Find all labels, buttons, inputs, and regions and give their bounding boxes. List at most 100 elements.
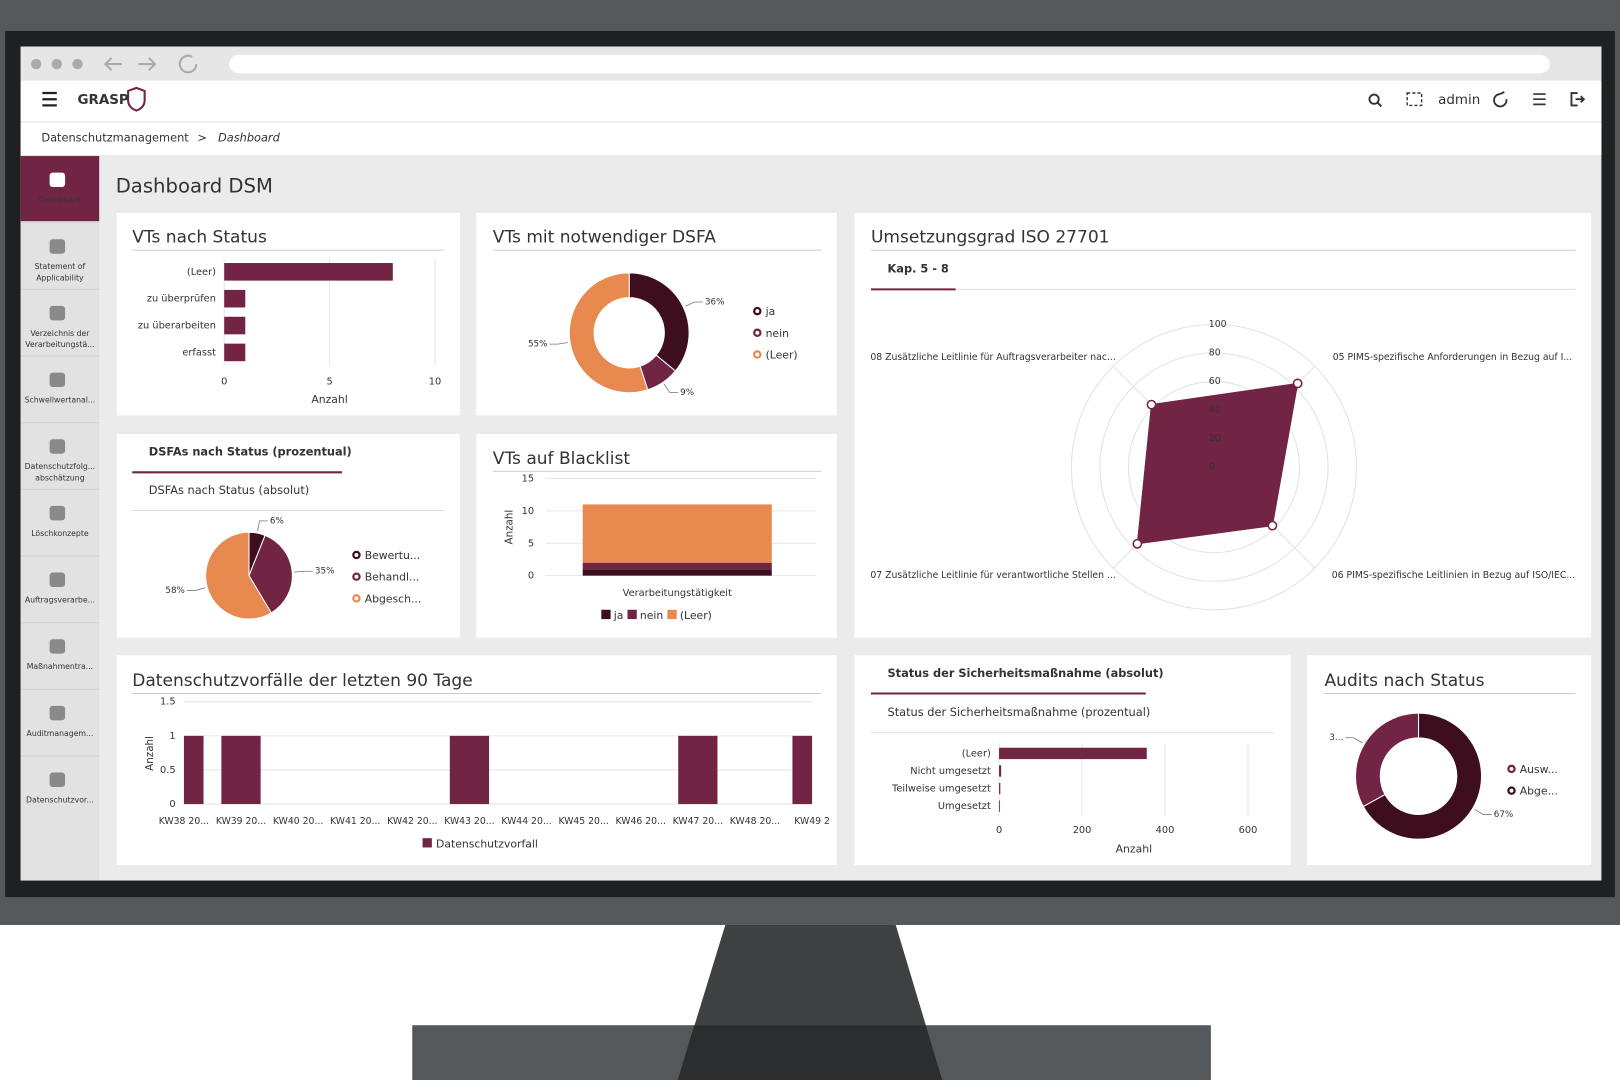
data-label: 36% (705, 297, 724, 307)
legend-swatch (667, 609, 677, 620)
page-title: Dashboard DSM (116, 175, 273, 198)
x-tick-label: 600 (1239, 825, 1258, 836)
label-leader (685, 301, 703, 307)
legend-label[interactable]: nein (766, 327, 789, 340)
sidebar-label: Datenschutzvor... (26, 795, 94, 804)
y-axis-label: Anzahl (144, 736, 156, 771)
x-tick-label: KW38 20... (159, 816, 209, 827)
y-tick-label: 0 (528, 571, 534, 582)
sidebar-icon[interactable] (49, 305, 66, 321)
bar (224, 316, 246, 335)
label-leader (1345, 737, 1363, 744)
y-tick-label: 15 (522, 474, 534, 485)
tab-active[interactable]: DSFAs nach Status (prozentual) (149, 445, 352, 459)
x-tick-label: KW45 20... (558, 816, 608, 827)
x-tick-label: KW47 20... (673, 816, 723, 827)
bar-segment (582, 569, 772, 576)
bar (999, 765, 1002, 777)
sidebar-icon[interactable] (49, 705, 66, 721)
tab[interactable]: Status der Sicherheitsmaßnahme (prozentu… (887, 705, 1150, 719)
sidebar-label: Verarbeitungstä... (25, 340, 94, 349)
radial-tick-label: 100 (1209, 319, 1227, 330)
logout-icon[interactable] (1570, 92, 1586, 107)
card-title: Datenschutzvorfälle der letzten 90 Tage (132, 671, 472, 691)
card-title: Umsetzungsgrad ISO 27701 (871, 228, 1110, 248)
x-axis-label: Anzahl (1116, 843, 1152, 856)
breadcrumb-separator: > (197, 130, 207, 144)
data-label: 3... (1329, 733, 1343, 743)
legend-label[interactable]: Abge... (1520, 785, 1558, 798)
sidebar-icon[interactable] (49, 439, 66, 454)
legend-swatch (627, 609, 637, 620)
address-bar[interactable] (229, 54, 1550, 74)
sidebar-label: Verzeichnis der (30, 329, 90, 338)
legend-swatch (753, 306, 762, 316)
y-tick-label: 10 (522, 506, 534, 517)
axis-label: 07 Zusätzliche Leitlinie für verantwortl… (870, 570, 1115, 581)
legend-label[interactable]: Behandl... (365, 571, 420, 584)
sidebar-icon[interactable] (49, 772, 66, 788)
scan-icon[interactable] (1406, 92, 1423, 107)
breadcrumb-item: Dashboard (218, 130, 281, 144)
y-tick-label: Teilweise umgesetzt (891, 784, 991, 795)
y-tick-label: 5 (528, 538, 534, 549)
sidebar-icon[interactable] (49, 505, 66, 521)
legend-label[interactable]: (Leer) (766, 349, 798, 362)
label-leader (186, 587, 206, 591)
x-tick-label: KW46 20... (616, 816, 666, 827)
x-axis-label: Anzahl (311, 393, 347, 406)
legend-label[interactable]: Abgesch... (365, 592, 422, 605)
bar (183, 735, 204, 805)
legend-label[interactable]: Ausw... (1520, 763, 1558, 776)
tab-active[interactable]: Status der Sicherheitsmaßnahme (absolut) (887, 666, 1163, 680)
x-tick-label: 0 (221, 376, 227, 387)
legend-swatch (753, 350, 762, 359)
sidebar-icon[interactable] (49, 572, 66, 588)
data-label: 35% (315, 567, 334, 577)
grid-ring (1127, 381, 1301, 554)
bar (224, 289, 246, 308)
bar (999, 800, 1000, 812)
legend-label[interactable]: ja (765, 305, 776, 318)
search-icon-handle (1376, 101, 1382, 108)
refresh-icon[interactable] (1493, 91, 1508, 108)
list-icon[interactable] (1533, 93, 1546, 106)
legend-label[interactable]: (Leer) (680, 609, 712, 622)
x-tick-label: Verarbeitungstätigkeit (623, 588, 732, 599)
breadcrumb-item: Datenschutzmanagement (41, 130, 189, 144)
y-tick-label: 1 (169, 731, 175, 742)
tab[interactable]: DSFAs nach Status (absolut) (149, 483, 309, 497)
x-tick-label: KW48 20... (730, 816, 780, 827)
radar-point (1132, 538, 1143, 549)
sidebar-icon[interactable] (49, 639, 66, 654)
logo-shield (127, 86, 146, 112)
bar (221, 735, 261, 805)
search-icon[interactable] (1368, 93, 1380, 105)
sidebar-label: Applicability (36, 274, 84, 283)
axis-label: 08 Zusätzliche Leitlinie für Auftragsver… (870, 352, 1115, 363)
card-title: VTs nach Status (132, 228, 267, 248)
header (20, 80, 1602, 156)
nav-arrows[interactable] (103, 57, 157, 72)
bar-segment (582, 562, 772, 570)
sidebar-label: Auditmanagem... (27, 729, 94, 738)
sidebar-icon[interactable] (49, 239, 66, 254)
radar-point (1146, 399, 1157, 410)
legend-label[interactable]: ja (613, 609, 624, 622)
sidebar-icon[interactable] (49, 372, 66, 388)
legend-swatch (601, 609, 611, 620)
y-axis-label: Anzahl (503, 510, 515, 545)
legend-label[interactable]: Bewertu... (365, 549, 420, 562)
x-tick-label: KW49 2 (794, 816, 830, 827)
sidebar-icon[interactable] (49, 172, 66, 188)
radar-point (1292, 378, 1303, 389)
sidebar-label: Auftragsverarbe... (25, 595, 95, 604)
reload-icon[interactable] (178, 54, 198, 74)
legend-label[interactable]: Datenschutzvorfall (436, 837, 538, 850)
axis-label: 06 PIMS-spezifische Leitlinien in Bezug … (1332, 570, 1575, 581)
y-tick-label: zu überprüfen (147, 294, 216, 305)
legend-label[interactable]: nein (640, 609, 663, 622)
x-tick-label: 0 (996, 825, 1002, 836)
menu-icon[interactable] (42, 91, 57, 107)
tab-active[interactable]: Kap. 5 - 8 (887, 262, 948, 276)
